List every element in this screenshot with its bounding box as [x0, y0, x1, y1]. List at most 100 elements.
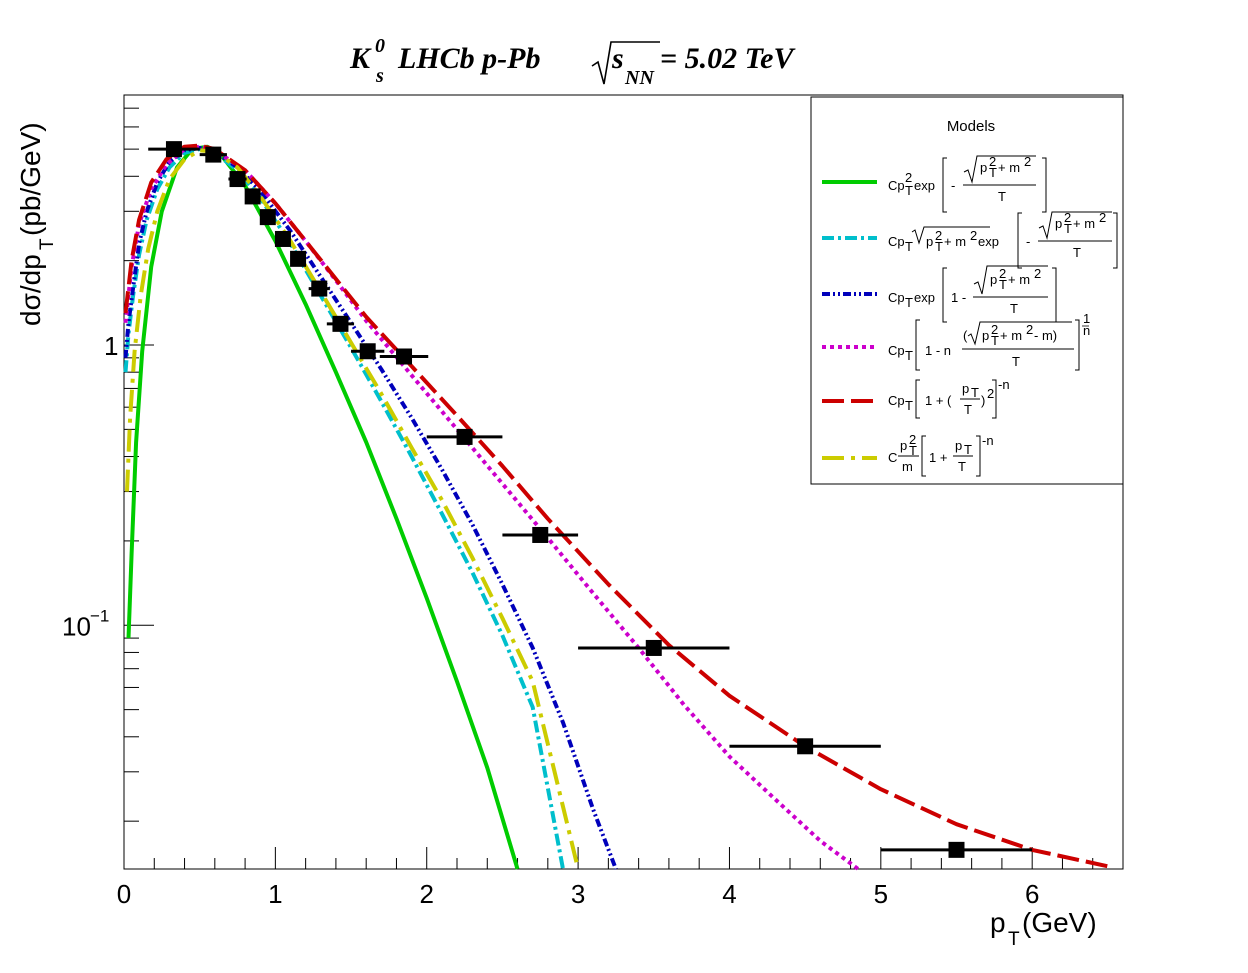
svg-text:1 + (: 1 + (: [925, 393, 952, 408]
svg-text:T: T: [905, 295, 913, 310]
svg-text:-n: -n: [998, 377, 1010, 392]
svg-text:2: 2: [987, 386, 994, 401]
svg-text:exp: exp: [914, 290, 935, 305]
svg-text:2: 2: [999, 266, 1006, 281]
legend-box: [810, 96, 1124, 485]
svg-text:): ): [981, 393, 985, 408]
svg-text:T: T: [909, 443, 917, 458]
svg-text:+ m: + m: [1073, 216, 1095, 231]
svg-text:T: T: [1012, 354, 1020, 369]
svg-text:- m): - m): [1034, 328, 1057, 343]
title-sqrt-sub: NN: [624, 67, 655, 89]
svg-text:Cp: Cp: [888, 178, 905, 193]
data-point-marker: [797, 738, 814, 755]
svg-text:m: m: [902, 459, 913, 474]
x-tick-label: 4: [722, 879, 736, 909]
svg-text:p: p: [926, 234, 933, 249]
svg-text:T: T: [1064, 221, 1072, 236]
svg-text:p: p: [990, 272, 997, 287]
x-label-sub: T: [1008, 929, 1020, 950]
x-tick-label: 3: [571, 879, 585, 909]
svg-text:2: 2: [991, 322, 998, 337]
y-tick-label: 10: [62, 611, 91, 641]
data-point-marker: [259, 209, 276, 226]
svg-text:T: T: [991, 333, 999, 348]
svg-text:Cp: Cp: [888, 234, 905, 249]
data-point-marker: [456, 428, 473, 445]
svg-text:p: p: [900, 438, 907, 453]
data-point-marker: [532, 526, 549, 543]
title-sqrt-symbol: [591, 41, 660, 85]
svg-text:+ m: + m: [944, 234, 966, 249]
svg-text:1 - n: 1 - n: [925, 343, 951, 358]
y-axis-label: dσ/dp T (pb/GeV): [15, 122, 58, 326]
svg-text:T: T: [964, 442, 972, 457]
model-curve-2: [123, 147, 565, 870]
svg-text:2: 2: [1034, 266, 1041, 281]
svg-text:K: K: [349, 42, 372, 75]
svg-text:+ m: + m: [1008, 272, 1030, 287]
svg-text:Cp: Cp: [888, 290, 905, 305]
svg-text:1 +: 1 +: [929, 450, 947, 465]
svg-text:T: T: [998, 189, 1006, 204]
data-point-marker: [165, 141, 182, 158]
svg-text:T: T: [1073, 245, 1081, 260]
svg-text:exp: exp: [914, 178, 935, 193]
svg-text:p: p: [962, 381, 969, 396]
title-symbol-sub: s: [375, 65, 384, 87]
svg-text:T: T: [935, 239, 943, 254]
svg-text:2: 2: [909, 432, 916, 447]
x-tick-label: 5: [874, 879, 888, 909]
svg-text:2: 2: [1024, 154, 1031, 169]
svg-text:2: 2: [970, 228, 977, 243]
data-point-marker: [205, 146, 222, 163]
x-label-unit: (GeV): [1022, 907, 1097, 938]
data-point-marker: [244, 188, 261, 205]
y-tick-label: 1: [104, 331, 118, 361]
data-point-marker: [948, 841, 965, 858]
svg-text:2: 2: [935, 228, 942, 243]
legend-swatches: [822, 180, 877, 460]
svg-text:-n: -n: [982, 433, 994, 448]
svg-text:T: T: [958, 459, 966, 474]
svg-text:2: 2: [905, 170, 912, 185]
svg-text:T: T: [905, 239, 913, 254]
data-point-marker: [359, 343, 376, 360]
x-tick-label: 0: [117, 879, 131, 909]
svg-text:+ m: + m: [998, 160, 1020, 175]
svg-text:(: (: [963, 328, 968, 343]
svg-text:+ m: + m: [1000, 328, 1022, 343]
y-tick-label-exponent: −1: [90, 606, 109, 625]
y-label-main: dσ/dp: [15, 254, 46, 326]
svg-text:T: T: [989, 165, 997, 180]
data-point-marker: [229, 171, 246, 188]
svg-text:p: p: [980, 160, 987, 175]
title-sqrt-arg: s: [611, 42, 624, 75]
data-point-marker: [274, 230, 291, 247]
x-tick-label: 2: [419, 879, 433, 909]
data-points: [148, 141, 1033, 858]
x-label-main: p: [990, 907, 1006, 938]
svg-text:2: 2: [1064, 210, 1071, 225]
svg-text:T: T: [905, 183, 913, 198]
data-point-marker: [645, 639, 662, 656]
svg-text:p: p: [1055, 216, 1062, 231]
svg-text:T: T: [971, 385, 979, 400]
title-symbol-sup: 0: [375, 35, 385, 57]
svg-text:exp: exp: [978, 234, 999, 249]
data-point-marker: [396, 348, 413, 365]
svg-text:2: 2: [1099, 210, 1106, 225]
svg-text:1: 1: [1083, 311, 1090, 326]
svg-text:C: C: [888, 450, 897, 465]
data-point-marker: [332, 315, 349, 332]
svg-text:p: p: [982, 328, 989, 343]
title-energy: = 5.02 TeV: [660, 42, 796, 75]
